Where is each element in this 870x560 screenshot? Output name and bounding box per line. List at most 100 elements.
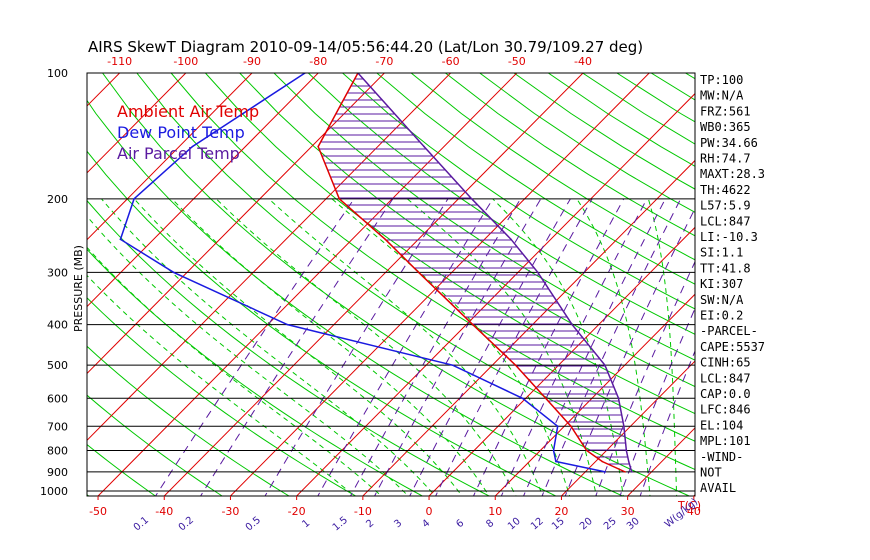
dry-adiabat-line: [87, 345, 290, 496]
dew-point-temp-point: [133, 198, 135, 200]
mixing-ratio-line: [500, 198, 648, 496]
ambient-air-temp-point: [472, 323, 474, 326]
top-temp-tick-label: -60: [442, 55, 460, 68]
isotherm-line: [560, 360, 695, 496]
index-value: -WIND-: [700, 450, 743, 464]
moist-adiabat-line: [492, 198, 624, 496]
dry-adiabat-line: [307, 73, 695, 335]
dry-adiabat-line: [513, 73, 695, 190]
isotherm-line: [428, 226, 695, 496]
ambient-air-temp-line: [317, 73, 626, 473]
dry-adiabat-line: [170, 73, 695, 442]
mixing-ratio-line: [639, 349, 695, 496]
index-value: FRZ:561: [700, 104, 751, 118]
ambient-air-temp-point: [384, 238, 387, 241]
dew-point-temp-point: [604, 471, 606, 473]
air-parcel-temp-point: [625, 449, 628, 452]
dew-point-temp-point: [119, 238, 122, 241]
cape-hatch-layer: [319, 78, 630, 465]
dew-point-temp-point: [552, 449, 555, 452]
moist-adiabat-line: [87, 246, 383, 496]
mixing-ratio-line: [595, 260, 695, 496]
index-value: LCL:847: [700, 214, 751, 228]
dry-adiabat-line: [205, 73, 695, 415]
index-value: WB0:365: [700, 120, 751, 134]
isotherm-line: [87, 73, 452, 442]
grid-layer: [87, 64, 870, 500]
dew-point-temp-point: [521, 397, 524, 400]
bottom-temp-tick-label: 20: [554, 505, 568, 518]
dry-adiabat-line: [788, 73, 870, 500]
air-parcel-temp-point: [510, 238, 512, 241]
index-value: TP:100: [700, 73, 743, 87]
mixing-ratio-line: [264, 198, 449, 496]
isotherm-line: [362, 159, 695, 496]
dry-adiabat-line: [87, 199, 491, 496]
index-value: EI:0.2: [700, 309, 743, 323]
pressure-tick-label: 900: [47, 466, 68, 479]
bottom-temp-tick-label: 10: [488, 505, 502, 518]
legend-entry: Dew Point Temp: [117, 123, 245, 142]
mixing-ratio-tick-label: 1.5: [331, 515, 350, 534]
isotherm-line: [87, 73, 121, 107]
dry-adiabat-line: [342, 73, 695, 310]
pressure-tick-label: 1000: [40, 485, 68, 498]
index-value: AVAIL: [700, 481, 736, 495]
isotherm-line: [822, 64, 870, 500]
top-temp-tick-label: -40: [574, 55, 592, 68]
index-value: RH:74.7: [700, 152, 751, 166]
dry-adiabat-line: [87, 443, 157, 496]
dry-adiabat-line: [87, 297, 357, 496]
isotherm-line: [87, 73, 386, 375]
bottom-temp-tick-label: -30: [221, 505, 239, 518]
mixing-ratio-tick-label: 25: [602, 516, 619, 533]
isotherm-line: [163, 73, 584, 496]
mixing-ratio-tick-label: 0.5: [244, 515, 263, 534]
mixing-ratio-tick-label: 30: [625, 516, 642, 533]
index-value: TT:41.8: [700, 261, 751, 275]
dry-adiabat-line: [857, 73, 870, 500]
moist-adiabat-line: [331, 198, 571, 496]
mixing-ratio-line: [472, 198, 625, 496]
index-value: NOT: [700, 466, 722, 480]
mixing-ratio-line: [374, 198, 542, 496]
air-parcel-temp-point: [623, 425, 625, 428]
mixing-ratio-tick-label: 12: [529, 516, 546, 533]
mixing-ratio-tick-label: 4: [420, 518, 432, 531]
ambient-air-temp-point: [317, 145, 319, 148]
dew-point-temp-point: [172, 271, 175, 274]
mixing-ratio-line: [523, 198, 666, 496]
dew-point-temp-point: [555, 460, 557, 463]
air-parcel-temp-line: [357, 73, 633, 473]
chart-title: AIRS SkewT Diagram 2010-09-14/05:56:44.2…: [88, 38, 643, 56]
ambient-air-temp-point: [570, 425, 572, 428]
bottom-temp-tick-label: -20: [288, 505, 306, 518]
index-value: CINH:65: [700, 356, 751, 370]
dry-adiabat-line: [87, 394, 224, 496]
mixing-ratio-tick-label: 1: [300, 518, 312, 531]
pressure-tick-label: 800: [47, 444, 68, 457]
index-value: MAXT:28.3: [700, 167, 765, 181]
mixing-ratio-line: [564, 207, 695, 496]
mixing-ratio-tick-label: 20: [578, 516, 595, 533]
ambient-air-temp-point: [338, 198, 341, 200]
dry-adiabat-line: [102, 73, 691, 496]
index-value: MW:N/A: [700, 89, 744, 103]
mixing-ratio-line: [619, 307, 695, 496]
index-value: SI:1.1: [700, 246, 743, 260]
temp-unit-label: T(C): [677, 499, 701, 512]
index-value: LFC:846: [700, 403, 751, 417]
dry-adiabat-line: [87, 99, 624, 496]
bottom-temp-tick-label: -40: [155, 505, 173, 518]
ambient-air-temp-point: [514, 364, 517, 366]
mixing-ratio-tick-label: 0.2: [177, 515, 196, 534]
index-value: KI:307: [700, 277, 743, 291]
bottom-temp-tick-label: 40: [687, 505, 701, 518]
dew-point-temp-point: [556, 425, 559, 428]
pressure-tick-label: 300: [47, 266, 68, 279]
mixing-ratio-tick-label: 10: [506, 516, 523, 533]
top-temp-tick-label: -110: [107, 55, 132, 68]
index-value: EL:104: [700, 418, 743, 432]
